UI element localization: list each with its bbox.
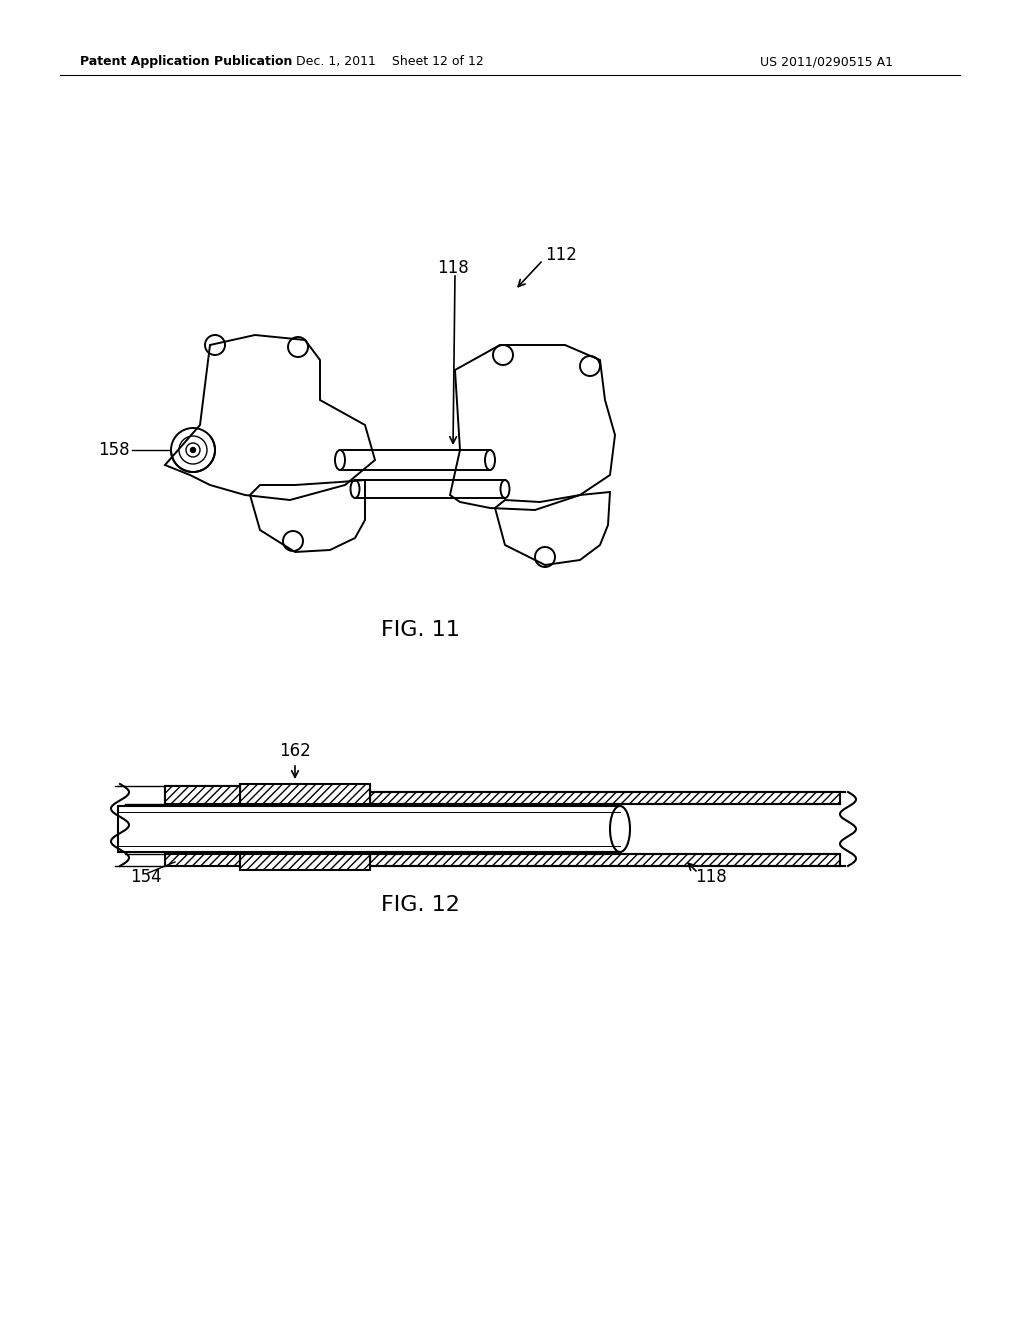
Text: FIG. 12: FIG. 12 — [381, 895, 460, 915]
Text: 118: 118 — [695, 869, 727, 886]
FancyBboxPatch shape — [165, 854, 370, 866]
FancyBboxPatch shape — [370, 854, 840, 866]
FancyBboxPatch shape — [165, 785, 370, 804]
Text: FIG. 11: FIG. 11 — [381, 620, 460, 640]
FancyBboxPatch shape — [370, 792, 840, 804]
Text: US 2011/0290515 A1: US 2011/0290515 A1 — [760, 55, 893, 69]
Text: 162: 162 — [280, 742, 311, 760]
FancyBboxPatch shape — [240, 854, 370, 870]
Text: 118: 118 — [437, 259, 469, 277]
FancyBboxPatch shape — [118, 807, 620, 851]
Text: 158: 158 — [98, 441, 130, 459]
Circle shape — [190, 447, 196, 453]
Text: 112: 112 — [545, 246, 577, 264]
Text: Dec. 1, 2011    Sheet 12 of 12: Dec. 1, 2011 Sheet 12 of 12 — [296, 55, 484, 69]
Text: Patent Application Publication: Patent Application Publication — [80, 55, 293, 69]
Ellipse shape — [610, 807, 630, 851]
FancyBboxPatch shape — [165, 785, 240, 804]
FancyBboxPatch shape — [240, 784, 370, 804]
Text: 154: 154 — [130, 869, 162, 886]
